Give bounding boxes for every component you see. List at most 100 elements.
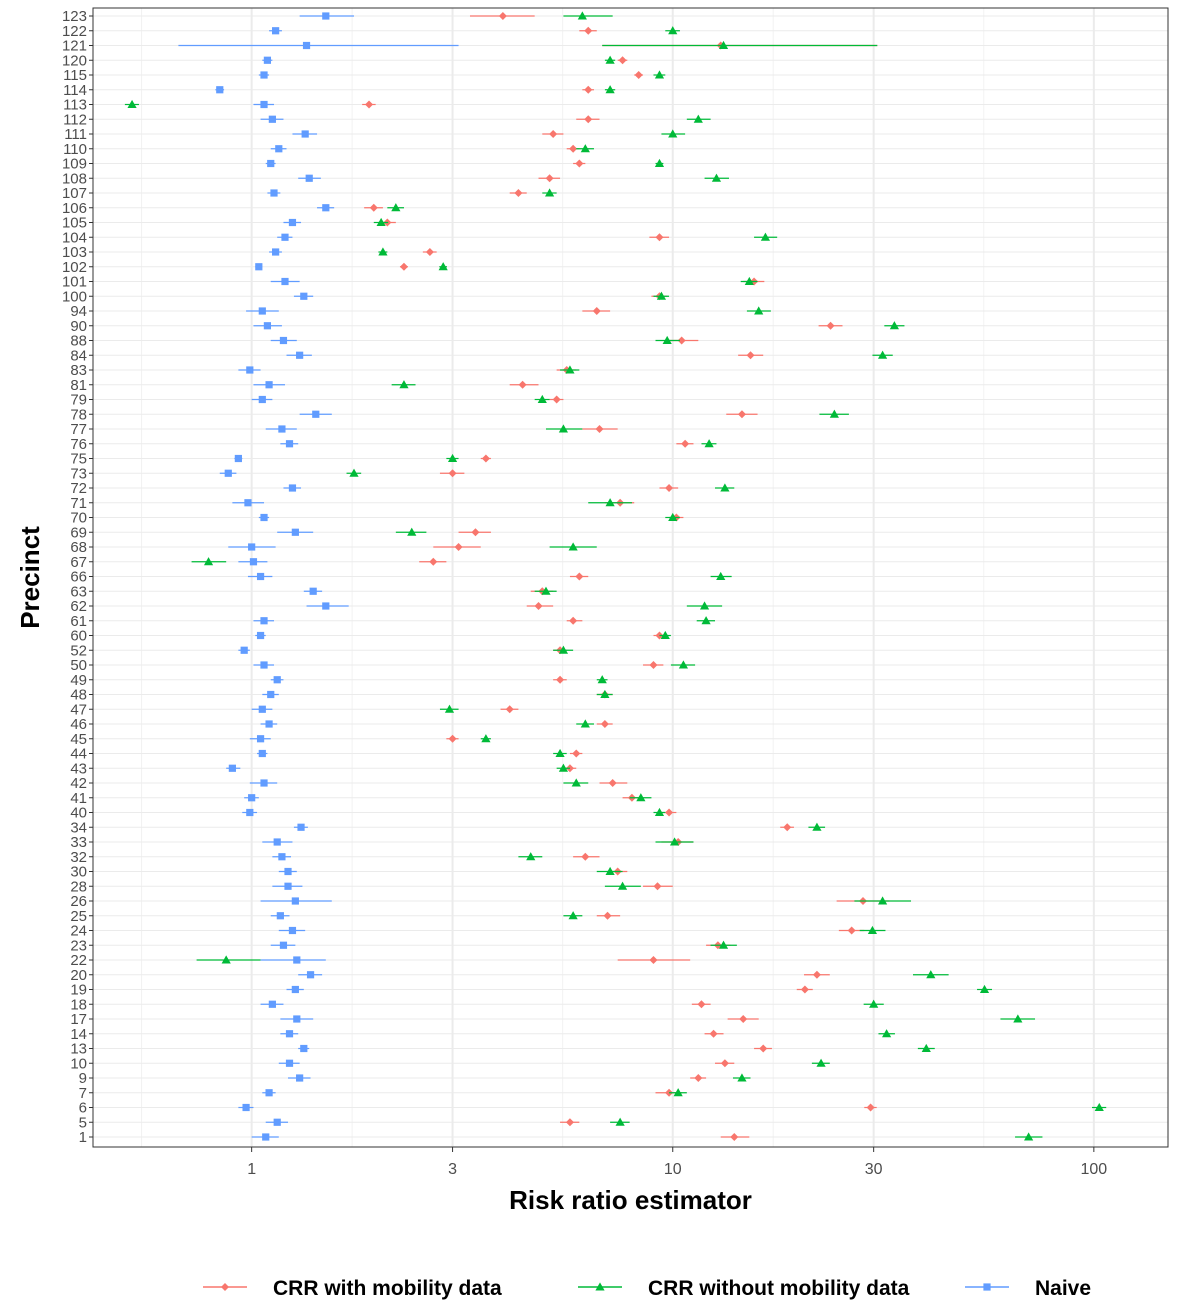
data-point	[558, 645, 569, 654]
y-tick-label: 71	[70, 495, 87, 512]
data-point	[649, 956, 658, 964]
data-point	[812, 970, 821, 979]
data-point	[505, 705, 514, 714]
y-tick-label: 70	[70, 510, 87, 527]
y-tick-label: 44	[70, 746, 87, 763]
data-point	[399, 380, 409, 389]
data-point	[249, 558, 258, 566]
data-point	[276, 912, 284, 920]
data-point	[545, 188, 555, 197]
data-point	[704, 439, 714, 448]
y-tick-label: 22	[70, 952, 87, 969]
data-point	[265, 1089, 273, 1097]
data-point	[701, 616, 711, 625]
data-point	[284, 882, 292, 890]
y-tick-label: 105	[62, 215, 87, 232]
data-point	[127, 99, 137, 108]
data-point	[302, 41, 311, 50]
data-point	[425, 248, 434, 256]
y-tick-label: 60	[70, 628, 87, 645]
data-point	[256, 735, 265, 743]
data-point	[255, 263, 263, 271]
data-point	[571, 778, 581, 787]
data-point	[322, 204, 330, 212]
data-point	[558, 424, 569, 433]
series-triangle	[124, 11, 1107, 1141]
y-tick-label: 88	[70, 333, 87, 350]
y-tick-label: 106	[62, 200, 87, 217]
data-point	[555, 748, 565, 757]
data-point	[882, 1029, 892, 1038]
y-tick-label: 67	[70, 554, 87, 571]
data-point	[603, 911, 612, 920]
y-tick-label: 115	[63, 67, 87, 84]
data-point	[300, 292, 308, 300]
y-tick-label: 23	[70, 937, 87, 954]
y-tick-label: 111	[64, 126, 87, 143]
data-point	[285, 1030, 294, 1038]
y-tick-label: 18	[70, 996, 87, 1013]
data-point	[783, 823, 792, 832]
data-point	[649, 661, 658, 669]
plot-panel-border	[92, 7, 1169, 1148]
data-point	[291, 528, 299, 536]
data-point	[600, 689, 610, 698]
data-point	[279, 941, 288, 949]
y-tick-label: 120	[62, 52, 87, 69]
y-tick-label: 24	[70, 923, 87, 940]
data-point	[718, 40, 729, 49]
data-point	[285, 1059, 294, 1067]
data-point	[744, 276, 754, 285]
y-tick-label: 102	[62, 259, 87, 276]
legend-label: CRR with mobility data	[273, 1277, 502, 1300]
data-point	[617, 881, 628, 890]
y-tick-label: 19	[70, 982, 87, 999]
y-tick-label: 103	[62, 244, 87, 261]
x-tick-label: 30	[865, 1161, 883, 1178]
data-point	[545, 174, 554, 183]
data-point	[655, 233, 664, 242]
legend: CRR with mobility data CRR without mobili…	[203, 1277, 1091, 1300]
data-point	[268, 115, 276, 123]
y-tick-label: 104	[62, 229, 87, 246]
data-point	[312, 410, 320, 418]
y-tick-label: 14	[70, 1026, 87, 1043]
y-tick-label: 112	[63, 111, 87, 128]
y-axis-title: Precinct	[15, 526, 45, 629]
data-point	[877, 350, 888, 359]
y-tick-label: 94	[70, 303, 87, 320]
data-point	[605, 866, 615, 875]
y-axis-ticks: 1567910131417181920222324252628303233344…	[62, 8, 93, 1146]
x-tick-label: 100	[1080, 1161, 1107, 1178]
data-point	[448, 734, 457, 743]
data-point	[481, 454, 490, 463]
data-point	[754, 306, 764, 315]
data-point	[1094, 1102, 1104, 1111]
data-point	[301, 130, 309, 138]
data-point	[668, 26, 678, 35]
data-point	[267, 690, 275, 699]
data-point	[681, 439, 690, 448]
data-point	[556, 675, 565, 684]
y-tick-label: 32	[70, 849, 87, 866]
y-tick-label: 90	[70, 318, 87, 335]
data-point	[322, 12, 330, 20]
data-point	[228, 764, 236, 772]
data-point	[448, 469, 457, 478]
data-point	[514, 189, 523, 197]
data-point	[265, 381, 273, 389]
data-point	[800, 985, 809, 994]
data-point	[577, 11, 587, 20]
data-point	[273, 1118, 281, 1126]
data-point	[242, 1103, 250, 1112]
data-point	[498, 12, 507, 20]
data-point	[275, 145, 283, 153]
data-point	[867, 925, 878, 934]
data-point	[656, 291, 667, 300]
data-point	[447, 453, 458, 462]
data-point	[244, 499, 252, 507]
data-point	[234, 454, 242, 463]
legend-key-marker	[983, 1283, 991, 1291]
y-tick-label: 42	[70, 775, 87, 792]
